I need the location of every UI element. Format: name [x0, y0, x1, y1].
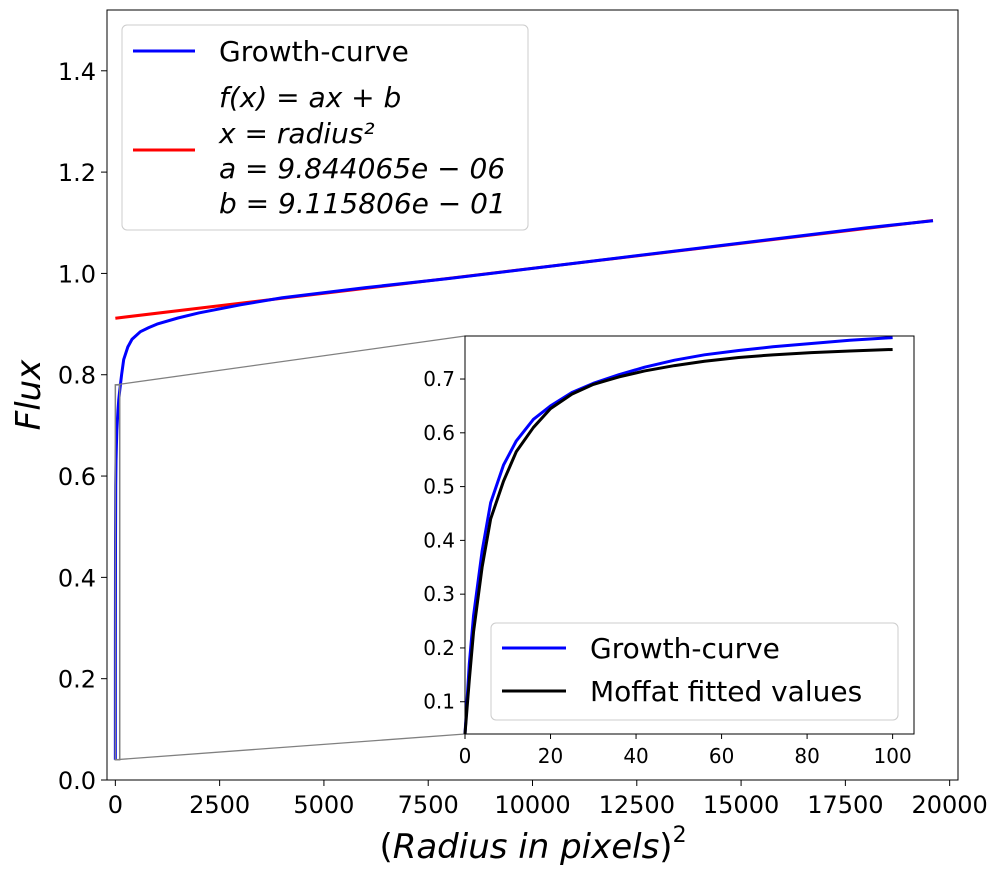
x-tick-label: 7500	[398, 791, 459, 819]
y-axis-title: Flux	[9, 359, 49, 431]
legend-fit-b-value: b = 9.115806e − 01	[219, 187, 506, 220]
inset-legend-box	[490, 622, 899, 721]
x-tick-label: 15000	[703, 791, 779, 819]
y-tick-label: 1.0	[58, 260, 96, 288]
inset-x-tick-label: 80	[794, 744, 819, 768]
inset-series-moffat-fitted-values	[463, 347, 893, 735]
zoom-connector-top	[115, 335, 466, 386]
x-axis-title: (Radius in pixels)2	[379, 823, 686, 867]
inset-y-tick-label: 0.1	[423, 690, 455, 714]
inset-y-tick-label: 0.3	[423, 582, 455, 606]
main-axis-ticks: 0 2500 5000 7500 10000 12500 15000 17500 20000 0.…	[58, 58, 988, 819]
legend-label-growth-curve: Growth-curve	[219, 35, 409, 68]
x-axis-title-open-paren: (	[379, 827, 392, 867]
inset-legend-label-moffat: Moffat fitted values	[590, 675, 862, 708]
series-growth-curve	[113, 219, 934, 760]
y-tick-label: 0.8	[58, 362, 96, 390]
inset-plot-lines	[463, 336, 893, 735]
inset-y-tick-label: 0.7	[423, 367, 455, 391]
x-tick-label: 2500	[189, 791, 250, 819]
inset-y-tick-label: 0.6	[423, 421, 455, 445]
x-axis-title-quantity: Radius in pixels	[393, 827, 660, 867]
inset-axis-ticks: 0 20 40 60 80 100 0.1 0.2 0.3 0.4 0.5 0.6 0.7	[423, 367, 912, 768]
main-legend: Growth-curve f(x) = ax + b x = radius² a…	[121, 24, 529, 231]
x-tick-label: 5000	[293, 791, 354, 819]
inset-y-tick-label: 0.5	[423, 475, 455, 499]
inset-y-tick-label: 0.2	[423, 636, 455, 660]
y-tick-label: 0.4	[58, 564, 96, 592]
x-tick-label: 10000	[494, 791, 570, 819]
y-tick-label: 0.6	[58, 463, 96, 491]
main-plot-lines	[113, 218, 934, 760]
inset-y-tick-label: 0.4	[423, 528, 455, 552]
inset-plot-frame	[464, 335, 915, 735]
legend-fit-a-value: a = 9.844065e − 06	[219, 152, 505, 185]
inset-legend: Growth-curve Moffat fitted values	[490, 622, 899, 721]
x-axis-title-exponent: 2	[673, 823, 687, 848]
y-tick-label: 1.4	[58, 58, 96, 86]
y-tick-label: 0.0	[58, 767, 96, 795]
inset-x-tick-label: 100	[874, 744, 912, 768]
zoom-connector-bottom	[115, 733, 466, 761]
inset-x-tick-label: 20	[538, 744, 563, 768]
legend-fit-x-definition: x = radius²	[218, 117, 375, 150]
zoom-indicator	[114, 335, 466, 761]
inset-x-tick-label: 40	[623, 744, 648, 768]
inset-legend-label-growth-curve: Growth-curve	[590, 632, 780, 665]
x-axis-title-close-paren: )	[659, 827, 672, 867]
x-tick-label: 20000	[911, 791, 987, 819]
x-tick-label: 12500	[599, 791, 675, 819]
y-tick-label: 1.2	[58, 159, 96, 187]
main-plot-frame	[106, 9, 959, 781]
x-tick-label: 17500	[807, 791, 883, 819]
y-tick-label: 0.2	[58, 666, 96, 694]
inset-x-tick-label: 0	[459, 744, 472, 768]
inset-x-tick-label: 60	[709, 744, 734, 768]
legend-fit-equation: f(x) = ax + b	[219, 81, 401, 114]
main-legend-box	[121, 24, 529, 231]
x-tick-label: 0	[108, 791, 123, 819]
